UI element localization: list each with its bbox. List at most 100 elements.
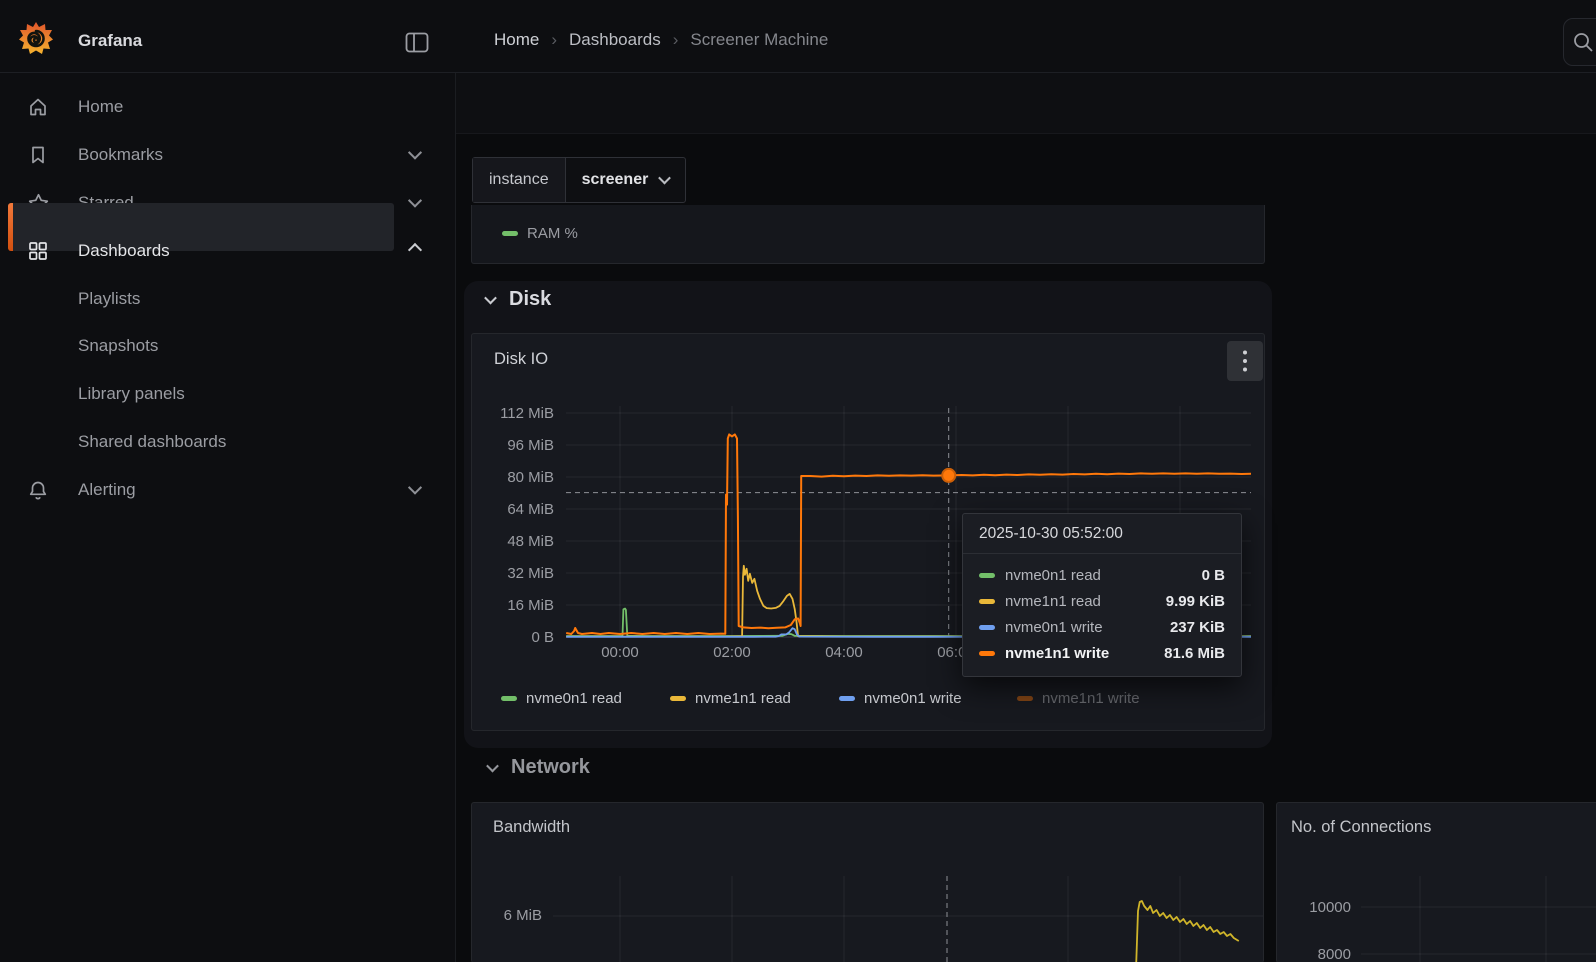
series-nvme1n1-write [566,433,1251,635]
tooltip-timestamp: 2025-10-30 05:52:00 [963,514,1241,554]
tooltip-row: nvme0n1 read 0 B [963,562,1241,588]
tooltip-series-name: nvme0n1 write [1005,618,1103,636]
sidebar-item-snapshots[interactable]: Snapshots [0,322,455,370]
sidebar-item-shared-dashboards[interactable]: Shared dashboards [0,418,455,466]
legend-color-mark [502,231,518,236]
sidebar-item-playlists[interactable]: Playlists [0,275,455,323]
y-tick: 48 MiB [507,533,554,550]
grafana-logo[interactable] [18,21,54,55]
network-section-header[interactable]: Network [486,756,590,779]
legend-color-mark [839,696,855,701]
breadcrumb-dashboards[interactable]: Dashboards [569,30,661,49]
sidebar-item-label: Home [78,97,124,116]
variable-selected-value: screener [581,171,649,188]
legend-color-mark [1017,696,1033,701]
sidebar-item-bookmarks[interactable]: Bookmarks [0,131,455,179]
series-color-mark [979,598,995,604]
series-nvme0n1-write [566,627,1251,638]
y-tick: 80 MiB [507,469,554,486]
sidebar-item-label: Bookmarks [78,145,164,164]
sidebar-item-label: Playlists [78,289,141,308]
disk-section-header[interactable]: Disk [484,288,552,311]
variable-value-dropdown[interactable]: screener [566,158,686,202]
series-color-mark [979,624,995,630]
chevron-down-icon [486,759,499,777]
bandwidth-chart[interactable] [553,861,1263,962]
panel-title: No. of Connections [1291,818,1432,836]
search-button[interactable] [1563,18,1596,66]
y-tick: 6 MiB [503,907,542,924]
breadcrumb-separator: › [672,30,679,49]
sidebar-item-label: Shared dashboards [78,432,227,451]
breadcrumb-home[interactable]: Home [494,30,540,49]
chevron-down-icon [658,171,672,189]
breadcrumb: Home › Dashboards › Screener Machine [494,30,828,50]
chevron-down-icon[interactable] [407,480,423,499]
breadcrumb-current-page: Screener Machine [690,30,829,49]
ram-panel-fragment: RAM % [471,205,1265,264]
y-tick: 64 MiB [507,501,554,518]
breadcrumb-separator: › [551,30,558,49]
legend-label: nvme1n1 write [1042,690,1140,707]
bookmark-icon [28,145,48,165]
hover-point-marker [941,467,957,483]
panel-title: Disk IO [494,350,549,368]
dashboard-subheader [456,73,1596,134]
tooltip-series-name: nvme1n1 read [1005,592,1101,610]
home-icon [28,97,48,117]
apps-grid-icon [28,241,48,261]
section-title: Network [511,756,590,778]
series-nvme1n1-read [566,564,1251,638]
y-tick: 8000 [1317,946,1351,962]
legend-label: nvme1n1 read [695,690,791,707]
legend-color-mark [501,696,517,701]
y-tick: 96 MiB [507,437,554,454]
x-tick: 02:00 [713,644,751,661]
sidebar-item-label: Library panels [78,384,185,403]
tooltip-series-value: 81.6 MiB [1164,644,1225,662]
panel-title: Bandwidth [493,818,571,836]
legend-label: nvme0n1 write [864,690,962,707]
sidebar-item-library-panels[interactable]: Library panels [0,370,455,418]
top-bar: Grafana Home › Dashboards › Screener Mac… [0,0,1596,73]
y-tick: 16 MiB [507,597,554,614]
panel-menu-button[interactable] [1227,341,1263,381]
variable-control: instance screener [472,157,687,203]
tooltip-series-name: nvme1n1 write [1005,644,1110,662]
sidebar-item-home[interactable]: Home [0,83,455,131]
chevron-up-icon[interactable] [407,242,423,260]
legend-item-nvme1n1-read[interactable]: nvme1n1 read [670,690,791,707]
dock-sidebar-icon[interactable] [402,29,432,55]
sidebar-item-dashboards[interactable]: Dashboards [0,203,455,275]
section-title: Disk [509,288,552,310]
tooltip-series-value: 9.99 KiB [1165,592,1225,610]
tooltip-row: nvme1n1 read 9.99 KiB [963,588,1241,614]
search-icon [1572,31,1594,53]
y-tick: 32 MiB [507,565,554,582]
connections-chart[interactable] [1361,876,1596,962]
tooltip-row: nvme0n1 write 237 KiB [963,614,1241,640]
series-color-mark [979,650,995,656]
tooltip-row-highlighted: nvme1n1 write 81.6 MiB [963,640,1241,666]
y-tick: 0 B [531,629,554,646]
sidebar-item-label: Alerting [78,480,136,499]
ram-legend-item[interactable]: RAM % [502,225,578,242]
chevron-down-icon [484,291,497,309]
legend-color-mark [670,696,686,701]
bell-icon [28,480,48,500]
legend-item-nvme1n1-write[interactable]: nvme1n1 write [1017,690,1140,707]
y-tick: 112 MiB [500,405,554,422]
brand-name: Grafana [78,31,143,50]
chevron-down-icon[interactable] [407,193,423,212]
chevron-down-icon[interactable] [407,145,423,164]
sidebar-item-alerting[interactable]: Alerting [0,466,455,514]
tooltip-series-value: 0 B [1201,566,1225,584]
connections-panel: No. of Connections 10000 8000 [1276,802,1596,962]
series-color-mark [979,572,995,578]
tooltip-series-value: 237 KiB [1169,618,1225,636]
legend-item-nvme0n1-write[interactable]: nvme0n1 write [839,690,962,707]
y-tick: 10000 [1309,899,1351,916]
bandwidth-panel: Bandwidth 6 MiB [471,802,1264,962]
legend-item-nvme0n1-read[interactable]: nvme0n1 read [501,690,622,707]
